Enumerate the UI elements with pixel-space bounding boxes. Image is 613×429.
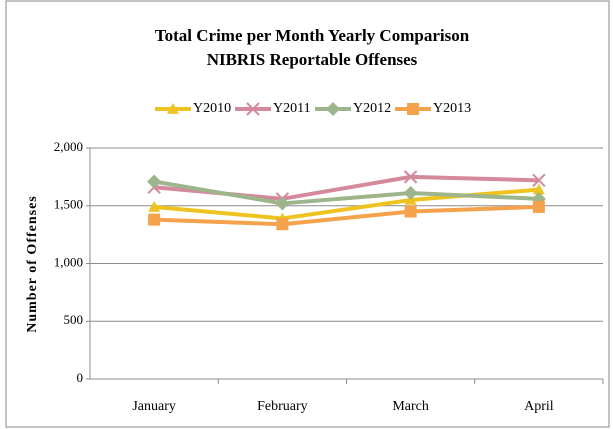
line bbox=[153, 179, 539, 206]
marker bbox=[403, 186, 418, 201]
marker bbox=[148, 200, 161, 212]
x-tick-label: March bbox=[392, 399, 429, 414]
marker bbox=[532, 183, 545, 195]
marker bbox=[403, 170, 418, 184]
y-tick-label: 2,000 bbox=[54, 139, 83, 154]
x-tick-label: February bbox=[257, 399, 308, 414]
line bbox=[154, 204, 539, 227]
marker bbox=[276, 218, 289, 231]
legend-label: Y2013 bbox=[433, 101, 471, 116]
marker bbox=[326, 102, 340, 116]
marker bbox=[275, 196, 290, 211]
marker bbox=[147, 174, 162, 189]
marker bbox=[532, 200, 545, 213]
marker bbox=[404, 205, 417, 218]
legend-label: Y2012 bbox=[353, 101, 391, 116]
y-tick-label: 500 bbox=[64, 312, 84, 327]
marker bbox=[532, 173, 546, 188]
marker bbox=[246, 102, 260, 116]
chart-title: Total Crime per Month Yearly Comparison bbox=[155, 26, 470, 45]
marker bbox=[167, 103, 179, 114]
marker bbox=[407, 103, 419, 115]
y-axis-label: Number of Offenses bbox=[25, 195, 40, 333]
y-tick-label: 0 bbox=[77, 370, 84, 385]
x-tick-label: January bbox=[132, 399, 176, 414]
y-tick-label: 1,000 bbox=[54, 254, 83, 269]
x-tick-label: April bbox=[524, 399, 554, 414]
legend-label: Y2011 bbox=[273, 101, 311, 116]
legend-label: Y2010 bbox=[193, 101, 231, 116]
marker bbox=[148, 213, 161, 226]
chart-subtitle: NIBRIS Reportable Offenses bbox=[207, 50, 418, 69]
y-tick-label: 1,500 bbox=[54, 197, 83, 212]
